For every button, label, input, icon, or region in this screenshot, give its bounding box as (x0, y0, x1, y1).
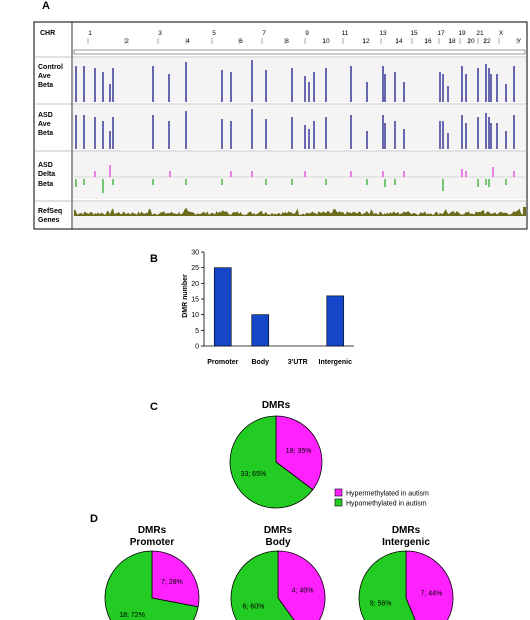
chromosome-label: 18 (448, 38, 456, 45)
pie-title: DMRs (392, 525, 421, 536)
pie-slice (405, 550, 454, 620)
x-tick-label: 3'UTR (288, 359, 308, 366)
pie-title: Body (266, 537, 291, 548)
legend-label: Hypermethylated in autism (346, 491, 429, 498)
track-label: Beta (38, 82, 53, 89)
chromosome-label: 4 (186, 38, 190, 45)
chromosome-label: 12 (362, 38, 370, 45)
chromosome-label: 6 (239, 38, 243, 45)
y-tick-label: 0 (195, 344, 199, 351)
panel-label-a: A (42, 0, 50, 12)
chr-header: CHR (40, 30, 55, 37)
pie-slice (151, 550, 200, 608)
chromosome-label: 2 (125, 38, 129, 45)
pie-slice-label: 18; 72% (119, 612, 145, 619)
chromosome-label: 11 (342, 30, 349, 37)
track-label: Delta (38, 171, 55, 178)
y-tick-label: 30 (191, 250, 199, 257)
bar-chart: 0 5 10 15 20 25 30 DMR number Promoter Body 3'UTR I… (182, 250, 354, 366)
pie-slice-label: 6; 60% (243, 603, 265, 610)
bar (251, 314, 270, 347)
chromosome-label: 15 (410, 30, 418, 37)
chromosome-label: 19 (458, 30, 466, 37)
y-tick-label: 25 (191, 265, 199, 272)
pie-title: Intergenic (382, 537, 430, 548)
pie-title: DMRs (138, 525, 167, 536)
refseq-gene-density (74, 208, 525, 216)
chromosome-label: 16 (424, 38, 432, 45)
chromosome-label: 1 (88, 30, 92, 37)
panel-label-c: C (150, 401, 158, 413)
track-background (73, 105, 526, 149)
pie-title: DMRs (264, 525, 293, 536)
chromosome-label: 10 (322, 38, 330, 45)
pie-slice (275, 415, 323, 491)
refseq-end-marker (523, 207, 526, 216)
pie-slice (358, 550, 416, 620)
chromosome-label: 7 (262, 30, 266, 37)
track-label: Control (38, 64, 63, 71)
chromosome-ruler (73, 49, 526, 55)
track-label: RefSeq (38, 208, 62, 215)
chromosome-label: 13 (379, 30, 387, 37)
y-axis-label: DMR number (182, 274, 189, 318)
chromosome-label: 21 (476, 30, 484, 37)
track-label: Genes (38, 217, 60, 224)
y-tick-label: 10 (191, 312, 199, 319)
track-background (73, 152, 526, 199)
y-tick-label: 20 (191, 281, 199, 288)
pie-slice-label: 7; 28% (161, 579, 183, 586)
chromosome-label: 20 (467, 38, 475, 45)
y-tick-label: 15 (191, 297, 199, 304)
track-label: Beta (38, 130, 53, 137)
pie-slice-label: 4; 40% (292, 588, 314, 595)
chromosome-label: 3 (158, 30, 162, 37)
bar (213, 267, 232, 347)
panel-label-b: B (150, 253, 158, 265)
legend: Hypermethylated in autism Hypomethylated … (334, 488, 429, 508)
y-tick-label: 5 (195, 328, 199, 335)
track-background (73, 58, 526, 102)
panel-label-d: D (90, 513, 98, 525)
pie-slice (104, 550, 199, 620)
x-tick-label: Body (252, 359, 270, 366)
bar (326, 295, 345, 347)
pie-title: DMRs (262, 400, 291, 411)
chromosome-label: 8 (285, 38, 289, 45)
track-label: ASD (38, 162, 53, 169)
pie-slice-label: 7; 44% (420, 590, 442, 597)
legend-label: Hypomethylated in autism (346, 501, 427, 508)
track-label: Ave (38, 121, 51, 128)
pie-title: Promoter (130, 537, 175, 548)
pie-slice (277, 550, 326, 620)
chromosome-label: 5 (212, 30, 216, 37)
chromosome-label: X (499, 30, 504, 37)
track-label: Ave (38, 73, 51, 80)
chromosome-label: 14 (395, 38, 403, 45)
legend-swatch (334, 488, 343, 497)
pie-slice-label: 9; 56% (370, 601, 392, 608)
chromosome-label: Y (517, 38, 522, 45)
pie-chart-dmrs: DMRs 18; 35% 33; 65% (229, 400, 323, 509)
legend-swatch (334, 498, 343, 507)
pie-slice-label: 18; 35% (286, 448, 312, 455)
x-tick-label: Promoter (207, 359, 238, 366)
pie-slice (230, 550, 295, 620)
x-tick-label: Intergenic (319, 359, 353, 366)
chromosome-label: 22 (483, 38, 491, 45)
track-label: Beta (38, 181, 53, 188)
pie-slice-label: 33; 65% (241, 471, 267, 478)
chromosome-label: 17 (437, 30, 445, 37)
genome-browser-panel: CHR 12345678910111213141516171819202122XY… (33, 21, 528, 230)
pie-slice (229, 415, 314, 509)
chromosome-label: 9 (305, 30, 309, 37)
track-label: ASD (38, 112, 53, 119)
